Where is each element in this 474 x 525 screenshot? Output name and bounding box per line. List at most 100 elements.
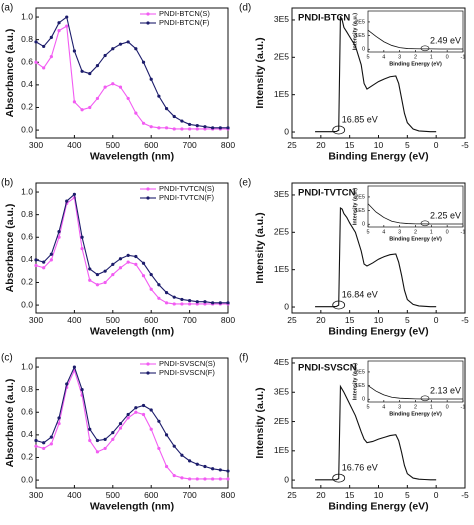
- data-point: [134, 47, 138, 51]
- x-tick-label: 700: [183, 140, 197, 150]
- data-point: [103, 85, 107, 89]
- data-point: [211, 126, 215, 130]
- axes-frame: [291, 7, 466, 139]
- data-point: [157, 94, 161, 98]
- x-tick-label: 15: [345, 315, 355, 325]
- data-point: [203, 464, 207, 469]
- data-point: [57, 421, 61, 426]
- x-tick-label: 4: [382, 404, 385, 410]
- y-tick-label: 0.0: [21, 124, 33, 134]
- x-tick-label: -5: [461, 490, 469, 500]
- data-point: [49, 442, 53, 446]
- x-tick-label: 400: [67, 315, 81, 325]
- x-tick-label: 4: [382, 54, 385, 60]
- data-point: [172, 127, 176, 131]
- y-axis-label: Intensity (a.u.): [352, 188, 358, 225]
- y-tick-label: 0: [284, 126, 289, 136]
- y-axis-label: Intensity (a.u.): [352, 13, 358, 50]
- x-tick-label: 5: [366, 54, 369, 60]
- data-point: [211, 477, 215, 481]
- panel-label: (a): [1, 3, 13, 14]
- data-point: [211, 467, 215, 471]
- data-point: [126, 416, 130, 420]
- x-tick-label: 600: [144, 490, 158, 500]
- data-point: [218, 126, 222, 130]
- series-line: [35, 368, 228, 480]
- data-point: [34, 60, 38, 64]
- y-tick-label: 1E5: [274, 89, 289, 99]
- data-point: [164, 291, 169, 295]
- y-axis-label: Intensity (a.u.): [254, 37, 266, 108]
- data-point: [164, 301, 169, 305]
- data-point: [157, 446, 161, 451]
- legend-label: PNDI-BTCN(S): [159, 9, 210, 18]
- data-point: [95, 438, 100, 443]
- series-line: [35, 196, 228, 305]
- series-line: [35, 16, 228, 129]
- y-tick-label: 1E5: [274, 264, 289, 274]
- axes-frame: [367, 10, 464, 53]
- y-axis-label: Intensity (a.u.): [254, 387, 266, 458]
- data-point: [141, 261, 146, 265]
- x-tick-label: 5: [366, 229, 369, 235]
- y-tick-label: 2E5: [274, 416, 289, 426]
- data-point: [95, 96, 100, 101]
- x-tick-label: -1: [461, 54, 466, 60]
- y-tick-label: 0.2: [21, 277, 33, 287]
- y-tick-label: 2E5: [355, 369, 365, 375]
- data-point: [180, 302, 184, 306]
- y-tick-label: 3E5: [274, 387, 289, 397]
- x-tick-label: 2: [414, 229, 417, 235]
- y-tick-label: 1E5: [355, 383, 365, 389]
- y-tick-label: 0.4: [21, 254, 33, 264]
- data-point: [203, 302, 207, 306]
- y-tick-label: 0.2: [21, 452, 33, 462]
- data-point: [34, 263, 38, 268]
- data-point: [195, 123, 199, 128]
- x-tick-label: 500: [106, 490, 120, 500]
- y-tick-label: 0: [284, 474, 289, 484]
- x-tick-label: 3: [398, 229, 401, 235]
- x-tick-label: 2: [414, 54, 417, 60]
- x-axis-label: Binding Energy (eV): [389, 237, 442, 243]
- series-line: [367, 385, 463, 400]
- data-point: [65, 382, 69, 386]
- y-tick-label: 0.8: [21, 384, 33, 394]
- x-tick-label: 400: [67, 490, 81, 500]
- x-tick-label: 25: [287, 490, 297, 500]
- data-point: [34, 444, 38, 448]
- data-point: [72, 100, 76, 104]
- legend-label: PNDI-TVTCN(S): [159, 184, 215, 193]
- series-line: [315, 207, 437, 308]
- x-tick-label: 800: [221, 490, 235, 500]
- y-axis-label: Absorbance (a.u.): [4, 204, 16, 293]
- data-point: [226, 301, 230, 305]
- y-axis-label: Intensity (a.u.): [352, 363, 358, 400]
- data-point: [95, 450, 100, 454]
- y-axis-label: Absorbance (a.u.): [4, 29, 16, 118]
- data-point: [111, 431, 115, 435]
- series-line: [315, 15, 437, 133]
- annotation: 16.84 eV: [342, 289, 378, 299]
- y-tick-label: 1E5: [355, 33, 365, 39]
- data-point: [103, 446, 107, 451]
- data-point: [180, 119, 184, 123]
- x-tick-label: 0: [446, 229, 449, 235]
- data-point: [80, 246, 84, 251]
- data-point: [172, 473, 176, 478]
- x-tick-label: 400: [67, 140, 81, 150]
- series-line: [35, 193, 228, 304]
- data-point: [164, 107, 169, 111]
- legend-marker: [146, 362, 150, 366]
- y-tick-label: 1E5: [355, 208, 365, 214]
- data-point: [180, 476, 184, 480]
- axes-frame: [367, 185, 464, 228]
- y-tick-label: 0: [362, 222, 365, 228]
- data-point: [195, 300, 199, 304]
- panel-label: (c): [1, 353, 13, 364]
- x-tick-label: 500: [106, 140, 120, 150]
- x-axis-label: Binding Energy (eV): [328, 500, 428, 512]
- data-point: [149, 125, 153, 129]
- data-point: [103, 53, 107, 58]
- data-point: [134, 410, 138, 414]
